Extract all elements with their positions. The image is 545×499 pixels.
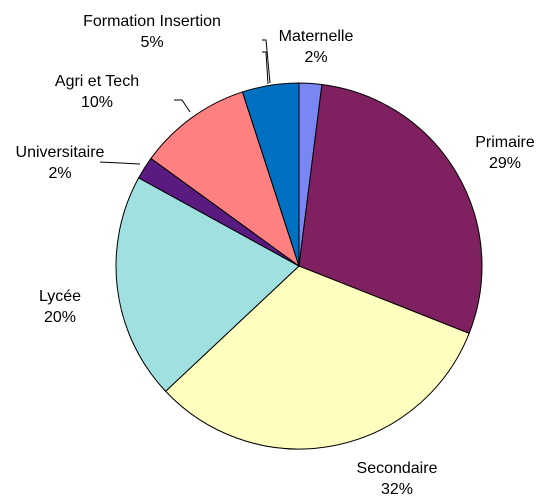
slice-label: Maternelle xyxy=(279,28,354,45)
slice-label: Primaire xyxy=(475,134,535,151)
pie-slice xyxy=(115,177,300,392)
slice-label: Secondaire xyxy=(357,460,438,477)
leader-line xyxy=(262,39,271,84)
slice-label: Lycée xyxy=(39,288,81,305)
leader-line xyxy=(174,99,191,113)
pie-slice xyxy=(298,83,483,335)
slice-percent: 2% xyxy=(48,165,71,182)
slice-label: Agri et Tech xyxy=(55,73,139,90)
slice-percent: 10% xyxy=(81,94,113,111)
slice-label: Universitaire xyxy=(16,144,105,161)
slice-percent: 20% xyxy=(44,309,76,326)
slice-percent: 32% xyxy=(381,481,413,498)
leader-line xyxy=(99,161,141,165)
slice-percent: 29% xyxy=(489,155,521,172)
pie-slice xyxy=(164,265,470,450)
leader-line xyxy=(262,51,269,85)
pie-slice xyxy=(150,91,300,268)
slice-label: Formation Insertion xyxy=(83,13,221,30)
slice-percent: 5% xyxy=(140,34,163,51)
slice-percent: 2% xyxy=(304,49,327,66)
pie-slice xyxy=(241,82,300,267)
